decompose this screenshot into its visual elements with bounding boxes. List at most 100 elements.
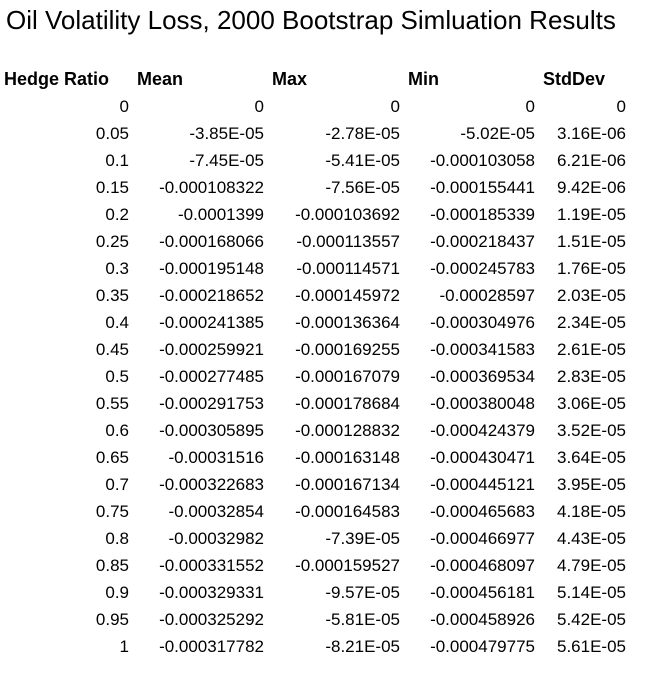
mean-cell: -0.00031516 xyxy=(168,448,264,467)
stddev-cell: 5.42E-05 xyxy=(557,610,626,629)
min-cell: -0.000185339 xyxy=(430,205,535,224)
table-row: 1 -0.000317782 -8.21E-05 -0.000479775 5.61E-… xyxy=(0,633,630,660)
max-cell: -0.000145972 xyxy=(295,286,400,305)
stddev-cell: 2.61E-05 xyxy=(557,340,626,359)
stddev-cell: 1.76E-05 xyxy=(557,259,626,278)
hedge-ratio-cell: 0.6 xyxy=(105,421,129,440)
table-row: 0.4 -0.000241385 -0.000136364 -0.000304976 2… xyxy=(0,309,630,336)
table-row: 0.55 -0.000291753 -0.000178684 -0.000380048… xyxy=(0,390,630,417)
min-cell: -0.000424379 xyxy=(430,421,535,440)
table-row: 0.25 -0.000168066 -0.000113557 -0.000218437… xyxy=(0,228,630,255)
hedge-ratio-cell: 0.65 xyxy=(95,448,129,467)
hedge-ratio-cell: 0.95 xyxy=(95,610,129,629)
table-row: 0.5 -0.000277485 -0.000167079 -0.000369534 2… xyxy=(0,363,630,390)
mean-cell: -0.000329331 xyxy=(159,583,264,602)
stddev-cell: 3.64E-05 xyxy=(557,448,626,467)
column-header-max: Max xyxy=(272,69,308,89)
table-row: 0.85 -0.000331552 -0.000159527 -0.000468097… xyxy=(0,552,630,579)
column-header-min: Min xyxy=(408,69,439,89)
column-header-stddev: StdDev xyxy=(543,69,606,89)
stddev-cell: 4.18E-05 xyxy=(557,502,626,521)
min-cell: -0.000218437 xyxy=(430,232,535,251)
max-cell: -8.21E-05 xyxy=(325,637,400,656)
min-cell: -0.000341583 xyxy=(430,340,535,359)
table-row: 0.9 -0.000329331 -9.57E-05 -0.000456181 5.14… xyxy=(0,579,630,606)
max-cell: -0.000103692 xyxy=(295,205,400,224)
hedge-ratio-cell: 0.35 xyxy=(95,286,129,305)
table-row: 0.65 -0.00031516 -0.000163148 -0.000430471 3… xyxy=(0,444,630,471)
mean-cell: -0.000168066 xyxy=(159,232,264,251)
max-cell: -9.57E-05 xyxy=(325,583,400,602)
max-cell: 0 xyxy=(390,97,400,116)
mean-cell: -0.000259921 xyxy=(159,340,264,359)
min-cell: -0.000369534 xyxy=(430,367,535,386)
mean-cell: -0.000325292 xyxy=(159,610,264,629)
max-cell: -0.000128832 xyxy=(295,421,400,440)
max-cell: -0.000167134 xyxy=(295,475,400,494)
stddev-cell: 5.61E-05 xyxy=(557,637,626,656)
mean-cell: -0.000291753 xyxy=(159,394,264,413)
mean-cell: -0.000218652 xyxy=(159,286,264,305)
mean-cell: 0 xyxy=(254,97,264,116)
mean-cell: -0.000331552 xyxy=(159,556,264,575)
mean-cell: -0.00032982 xyxy=(168,529,264,548)
hedge-ratio-cell: 0.3 xyxy=(105,259,129,278)
max-cell: -0.000167079 xyxy=(295,367,400,386)
max-cell: -0.000178684 xyxy=(295,394,400,413)
table-row: 0.35 -0.000218652 -0.000145972 -0.00028597 2… xyxy=(0,282,630,309)
mean-cell: -0.000305895 xyxy=(159,421,264,440)
table-row: 0.2 -0.0001399 -0.000103692 -0.000185339 1.1… xyxy=(0,201,630,228)
table-header-row: Hedge Ratio Mean Max Min StdDev xyxy=(0,66,630,93)
table-body: 0 0 0 0 0 0.05 -3.85E-05 -2.78E-05 -5.02E-05 3.16… xyxy=(0,93,630,660)
stddev-cell: 3.95E-05 xyxy=(557,475,626,494)
min-cell: -0.000468097 xyxy=(430,556,535,575)
hedge-ratio-cell: 0.25 xyxy=(95,232,129,251)
min-cell: -0.000155441 xyxy=(430,178,535,197)
hedge-ratio-cell: 0.15 xyxy=(95,178,129,197)
stddev-cell: 0 xyxy=(616,97,626,116)
max-cell: -7.56E-05 xyxy=(325,178,400,197)
column-header-mean: Mean xyxy=(137,69,184,89)
hedge-ratio-cell: 0.9 xyxy=(105,583,129,602)
min-cell: -0.000103058 xyxy=(430,151,535,170)
table-row: 0.75 -0.00032854 -0.000164583 -0.000465683 4… xyxy=(0,498,630,525)
stddev-cell: 3.52E-05 xyxy=(557,421,626,440)
hedge-ratio-cell: 0.75 xyxy=(95,502,129,521)
hedge-ratio-cell: 0.85 xyxy=(95,556,129,575)
stddev-cell: 1.51E-05 xyxy=(557,232,626,251)
mean-cell: -3.85E-05 xyxy=(189,124,264,143)
min-cell: -0.000466977 xyxy=(430,529,535,548)
min-cell: -0.000245783 xyxy=(430,259,535,278)
max-cell: -0.000164583 xyxy=(295,502,400,521)
table-row: 0.05 -3.85E-05 -2.78E-05 -5.02E-05 3.16E-06 xyxy=(0,120,630,147)
min-cell: -0.000304976 xyxy=(430,313,535,332)
stddev-cell: 5.14E-05 xyxy=(557,583,626,602)
stddev-cell: 3.06E-05 xyxy=(557,394,626,413)
max-cell: -0.000163148 xyxy=(295,448,400,467)
stddev-cell: 2.03E-05 xyxy=(557,286,626,305)
max-cell: -0.000159527 xyxy=(295,556,400,575)
mean-cell: -0.0001399 xyxy=(177,205,264,224)
max-cell: -5.81E-05 xyxy=(325,610,400,629)
max-cell: -0.000169255 xyxy=(295,340,400,359)
hedge-ratio-cell: 0.7 xyxy=(105,475,129,494)
hedge-ratio-cell: 0.45 xyxy=(95,340,129,359)
table-row: 0.6 -0.000305895 -0.000128832 -0.000424379 3… xyxy=(0,417,630,444)
min-cell: -0.000479775 xyxy=(430,637,535,656)
page-title: Oil Volatility Loss, 2000 Bootstrap Siml… xyxy=(6,5,616,35)
max-cell: -5.41E-05 xyxy=(325,151,400,170)
stddev-cell: 1.19E-05 xyxy=(557,205,626,224)
mean-cell: -0.000277485 xyxy=(159,367,264,386)
hedge-ratio-cell: 0.1 xyxy=(105,151,129,170)
max-cell: -7.39E-05 xyxy=(325,529,400,548)
mean-cell: -0.00032854 xyxy=(168,502,264,521)
mean-cell: -0.000322683 xyxy=(159,475,264,494)
min-cell: -0.00028597 xyxy=(439,286,535,305)
min-cell: -0.000430471 xyxy=(430,448,535,467)
hedge-ratio-cell: 0.55 xyxy=(95,394,129,413)
max-cell: -0.000114571 xyxy=(296,259,400,278)
stddev-cell: 2.34E-05 xyxy=(557,313,626,332)
table-row: 0.45 -0.000259921 -0.000169255 -0.000341583… xyxy=(0,336,630,363)
stddev-cell: 4.79E-05 xyxy=(557,556,626,575)
min-cell: -5.02E-05 xyxy=(460,124,535,143)
